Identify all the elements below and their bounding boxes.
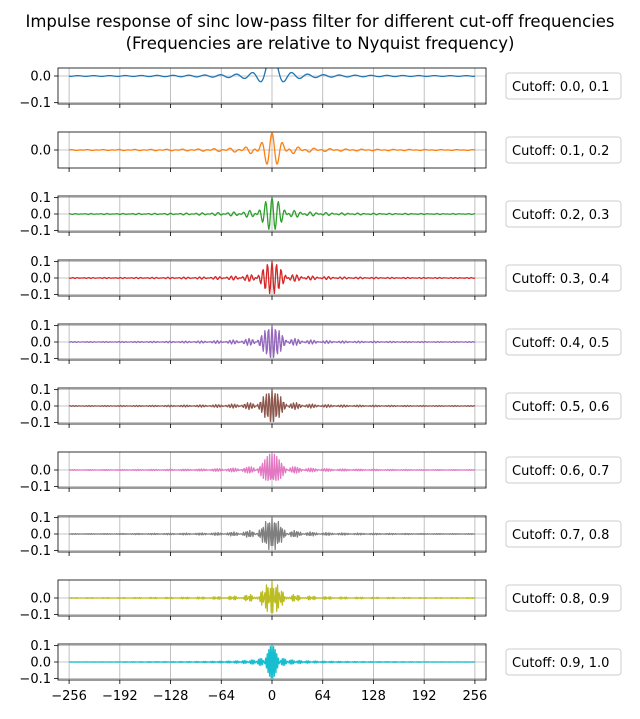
legend-label: Cutoff: 0.1, 0.2 [512,144,609,159]
y-tick-label: −0.1 [19,352,51,367]
legend-4: Cutoff: 0.3, 0.4 [505,264,622,292]
y-tick-label: 0.1 [30,639,51,654]
y-tick-label: 0.1 [30,319,51,334]
y-tick-label: 0.0 [30,464,51,479]
x-tick-label: 128 [361,689,386,704]
y-tick-label: 0.0 [30,144,51,159]
y-tick-label: 0.0 [30,656,51,671]
legend-box [505,328,622,356]
x-tick-label: −256 [51,689,87,704]
series-line-10 [68,644,476,679]
panel-7: 0.0−0.1 Cutoff: 0.6, 0.7 [19,451,622,495]
legend-3: Cutoff: 0.2, 0.3 [505,200,622,228]
legend-label: Cutoff: 0.9, 1.0 [512,656,609,671]
legend-box [505,72,622,100]
legend-label: Cutoff: 0.7, 0.8 [512,528,609,543]
panel-6: 0.1 0.0−0.1 Cutoff: 0.5, 0.6 [19,383,622,431]
panel-3: 0.1 0.0−0.1 Cutoff: 0.2, 0.3 [19,191,622,239]
legend-label: Cutoff: 0.8, 0.9 [512,592,609,607]
panel-10: 0.1 0.0−0.1 Cutoff: 0.9, 1.0 [19,639,622,687]
legend-box [505,648,622,676]
legend-1: Cutoff: 0.0, 0.1 [505,72,622,100]
legend-label: Cutoff: 0.3, 0.4 [512,272,609,287]
legend-label: Cutoff: 0.4, 0.5 [512,336,609,351]
y-tick-label: −0.1 [19,288,51,303]
y-tick-label: 0.0 [30,400,51,415]
y-tick-label: 0.0 [30,528,51,543]
legend-label: Cutoff: 0.5, 0.6 [512,400,609,415]
legend-7: Cutoff: 0.6, 0.7 [505,456,622,484]
legend-9: Cutoff: 0.8, 0.9 [505,584,622,612]
legend-box [505,392,622,420]
panel-9: 0.0−0.1 Cutoff: 0.8, 0.9 [19,579,622,623]
legend-8: Cutoff: 0.7, 0.8 [505,520,622,548]
legend-label: Cutoff: 0.6, 0.7 [512,464,609,479]
series-line-6 [68,388,476,422]
y-tick-label: 0.0 [30,208,51,223]
legend-10: Cutoff: 0.9, 1.0 [505,648,622,676]
y-tick-label: 0.0 [30,592,51,607]
series-line-1 [69,68,475,83]
panel-8: 0.1 0.0−0.1 Cutoff: 0.7, 0.8 [19,511,622,559]
y-tick-label: 0.1 [30,255,51,270]
y-tick-label: 0.1 [30,383,51,398]
y-tick-label: −0.1 [19,480,51,495]
y-tick-label: −0.1 [19,224,51,239]
chart-title-line-1: Impulse response of sinc low-pass filter… [25,12,614,31]
y-tick-label: 0.1 [30,191,51,206]
series-line-2 [68,132,476,165]
y-tick-label: 0.0 [30,336,51,351]
y-tick-label: −0.1 [19,96,51,111]
series-line-3 [69,196,475,230]
y-tick-label: −0.1 [19,608,51,623]
legend-2: Cutoff: 0.1, 0.2 [505,136,622,164]
x-tick-label: −64 [208,689,235,704]
y-tick-label: −0.1 [19,544,51,559]
y-tick-label: 0.0 [30,272,51,287]
panel-5: 0.1 0.0−0.1 Cutoff: 0.4, 0.5 [19,319,622,367]
series-line-5 [69,324,475,358]
panel-4: 0.1 0.0−0.1 Cutoff: 0.3, 0.4 [19,255,622,303]
legend-box [505,200,622,228]
series-line-4 [68,260,476,295]
series-line-7 [68,452,476,482]
panel-2: 0.0 Cutoff: 0.1, 0.2 [30,131,622,172]
legend-label: Cutoff: 0.2, 0.3 [512,208,609,223]
x-tick-label: −192 [102,689,138,704]
x-tick-label: −128 [153,689,189,704]
x-tick-label: 0 [268,689,276,704]
legend-box [505,264,622,292]
legend-box [505,520,622,548]
y-tick-label: −0.1 [19,672,51,687]
legend-box [505,456,622,484]
y-tick-label: −0.1 [19,416,51,431]
y-tick-label: 0.1 [30,511,51,526]
legend-label: Cutoff: 0.0, 0.1 [512,80,609,95]
series-line-8 [68,516,476,550]
series-line-9 [68,580,476,614]
y-tick-label: 0.0 [30,70,51,85]
legend-box [505,136,622,164]
legend-6: Cutoff: 0.5, 0.6 [505,392,622,420]
chart-title-line-2: (Frequencies are relative to Nyquist fre… [126,34,515,53]
x-tick-label: 256 [462,689,487,704]
x-tick-label: 64 [314,689,331,704]
legend-5: Cutoff: 0.4, 0.5 [505,328,622,356]
legend-box [505,584,622,612]
x-tick-label: 192 [412,689,437,704]
panel-1: 0.0 −0.1 Cutoff: 0.0, 0.1 [19,67,622,111]
